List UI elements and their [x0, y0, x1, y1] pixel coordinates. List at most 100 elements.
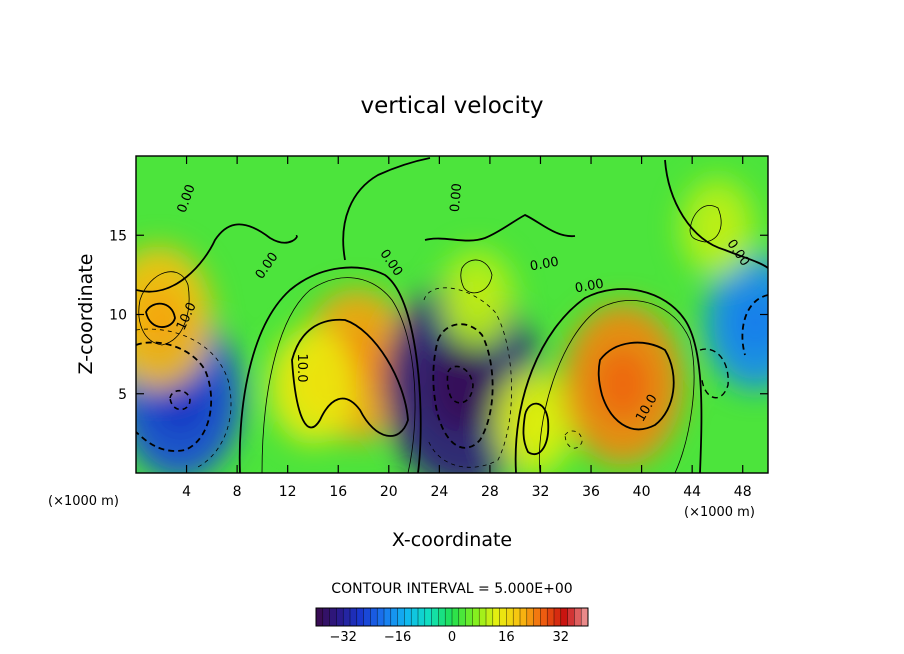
x-tick-label: 36	[582, 484, 600, 500]
contour-thin-5	[460, 259, 493, 294]
colorbar-cell	[547, 608, 555, 626]
x-axis-label: X-coordinate	[392, 529, 512, 551]
colorbar-ticks: −32 −16 0 16 32	[329, 630, 569, 645]
colorbar-cell	[384, 608, 392, 626]
colorbar-cell	[343, 608, 351, 626]
contour-neg-mid	[432, 323, 494, 449]
colorbar-tick-label: 0	[448, 630, 456, 645]
x-tick-label: 4	[182, 484, 191, 500]
field-feature-core	[732, 292, 768, 353]
field-feature-core	[292, 359, 333, 413]
x-tick-label: 20	[380, 484, 398, 500]
colorbar-cell	[363, 608, 371, 626]
contour-ten-left	[145, 302, 176, 328]
contour-ten-core2	[597, 341, 675, 431]
colorbar-cell	[472, 608, 480, 626]
field-feature-core	[460, 276, 495, 322]
contour-label: 0.00	[448, 183, 465, 213]
colorbar-cell	[322, 608, 330, 626]
colorbar-cell	[465, 608, 473, 626]
y-tick-label: 10	[109, 308, 127, 324]
colorbar-cell	[581, 608, 589, 626]
field-feature-core	[515, 397, 553, 447]
colorbar-tick-label: 16	[498, 630, 515, 645]
colorbar-frame	[315, 607, 589, 627]
contour-ten-small	[522, 402, 550, 455]
colorbar-cell	[479, 608, 487, 626]
contour-neg-left-core	[169, 389, 191, 411]
colorbar-cell	[560, 608, 568, 626]
contour-thin-4	[689, 205, 722, 243]
field-feature-core	[700, 204, 735, 250]
x-tick-label: 24	[430, 484, 448, 500]
contour-neg-right	[741, 294, 768, 356]
contour-neg-right-2	[699, 348, 729, 399]
colorbar-cell	[506, 608, 514, 626]
contour-neg-left	[136, 341, 212, 452]
colorbar-cell	[377, 608, 385, 626]
contour-interval: CONTOUR INTERVAL = 5.000E+00	[331, 581, 572, 597]
contour-zero-left	[136, 223, 298, 293]
colorbar-cell	[336, 608, 344, 626]
colorbar-cell	[316, 608, 324, 626]
colorbar-cell	[424, 608, 432, 626]
colorbar-cell	[554, 608, 562, 626]
x-unit-right: (×1000 m)	[684, 505, 755, 520]
contour-thin-2	[538, 299, 695, 473]
colorbar-cell	[438, 608, 446, 626]
contour-ten-core1	[291, 318, 409, 437]
colorbar-cell	[526, 608, 534, 626]
contour-zero-mid	[424, 213, 576, 242]
colorbar-cell	[390, 608, 398, 626]
colorbar-cell	[574, 608, 582, 626]
colorbar-cell	[445, 608, 453, 626]
contour-zero-updraft1	[238, 266, 422, 473]
chart-title: vertical velocity	[361, 93, 544, 119]
colorbar-tick-label: 32	[553, 630, 570, 645]
colorbar-cell	[411, 608, 419, 626]
colorbar-cell	[356, 608, 364, 626]
contour-neg-mid-core	[446, 365, 474, 404]
y-tick-label: 15	[109, 228, 127, 244]
contour-thin-1	[261, 277, 416, 473]
colorbar-cell	[492, 608, 500, 626]
field-feature-core	[427, 338, 498, 434]
x-tick-label: 40	[633, 484, 651, 500]
field-feature-core	[136, 285, 184, 351]
colorbar-cell	[486, 608, 494, 626]
colorbar-tick-label: −32	[329, 630, 356, 645]
contour-thin-3	[138, 271, 190, 346]
contour-label: 0.00	[529, 255, 560, 275]
contour-zero-right	[664, 159, 768, 269]
colorbar-cell	[452, 608, 460, 626]
x-tick-label: 28	[481, 484, 499, 500]
colorbar-cell	[458, 608, 466, 626]
contour-label: 10.0	[294, 354, 309, 383]
y-tick-label: 5	[118, 387, 127, 403]
colorbar-cell	[533, 608, 541, 626]
y-axis-label: Z-coordinate	[75, 254, 97, 375]
contour-label: 0.00	[574, 277, 605, 297]
contour-zero-column	[342, 157, 431, 261]
contour-lines	[136, 157, 768, 473]
colorbar-cell	[350, 608, 358, 626]
x-tick-label: 48	[734, 484, 752, 500]
colorbar-cell	[431, 608, 439, 626]
y-axis: 5 10 15	[109, 228, 768, 403]
colorbar-cell	[513, 608, 521, 626]
x-axis: 4 8 12 16 20 24 28 32 36 40 44 48	[182, 156, 752, 500]
contour-neg-left-outer	[136, 328, 232, 469]
colorbar-cell	[397, 608, 405, 626]
colorbar-cell	[329, 608, 337, 626]
x-tick-label: 16	[329, 484, 347, 500]
colorbar-cell	[499, 608, 507, 626]
field-features	[136, 177, 768, 473]
colorbar-tick-label: −16	[384, 630, 411, 645]
field-feature-core	[595, 347, 650, 421]
x-tick-label: 12	[279, 484, 297, 500]
colorbar-cell	[418, 608, 426, 626]
colorbar-cell	[567, 608, 575, 626]
x-tick-label: 32	[532, 484, 550, 500]
colorbar-cell	[370, 608, 378, 626]
